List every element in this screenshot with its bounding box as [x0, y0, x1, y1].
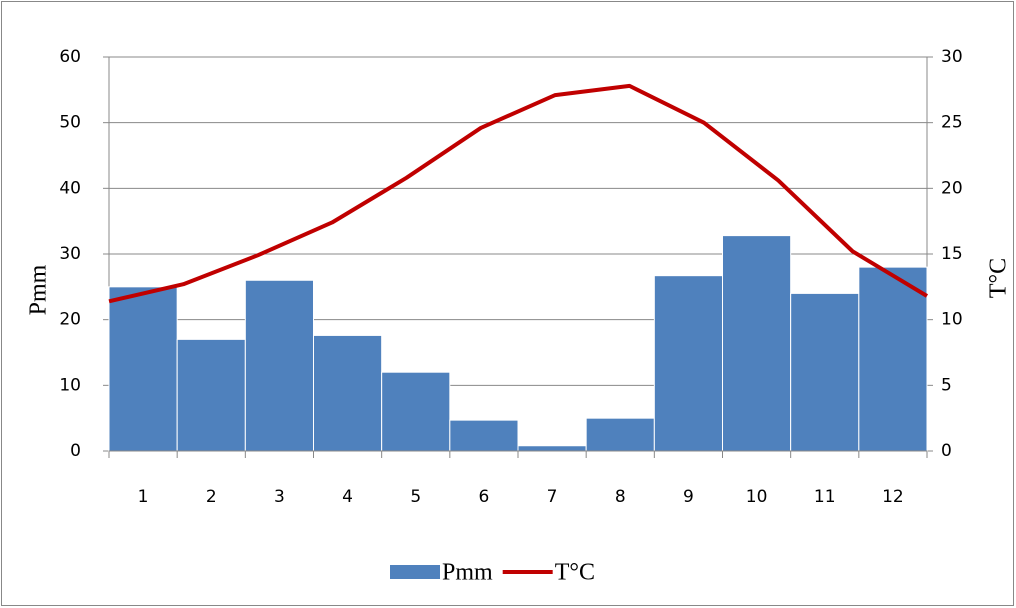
- bar: [858, 266, 928, 452]
- bar: [585, 417, 655, 452]
- x-tick-label: 8: [615, 487, 626, 507]
- bar: [176, 338, 246, 452]
- y-tick-label: 10: [59, 375, 81, 395]
- bar: [108, 286, 178, 452]
- x-tick-label: 11: [814, 487, 836, 507]
- bar: [653, 275, 723, 452]
- y-axis-title: Pmm: [26, 264, 52, 315]
- line: [108, 83, 929, 304]
- x-tick-label: 9: [683, 487, 694, 507]
- y-tick-label: 50: [59, 113, 81, 133]
- y-tick-label: 20: [59, 310, 81, 330]
- bar: [790, 292, 860, 452]
- legend-label: T°C: [555, 560, 595, 586]
- y-tick-label: 0: [70, 441, 81, 461]
- x-tick-label: 12: [882, 487, 904, 507]
- x-tick-label: 10: [746, 487, 768, 507]
- y2-tick-label: 10: [941, 310, 963, 330]
- legend-label: Pmm: [442, 560, 493, 586]
- x-tick-label: 7: [547, 487, 558, 507]
- y2-tick-label: 5: [941, 375, 952, 395]
- x-tick-label: 6: [479, 487, 490, 507]
- bar: [722, 235, 792, 452]
- x-tick-label: 4: [342, 487, 353, 507]
- y2-tick-label: 15: [941, 244, 963, 264]
- x-tick-label: 2: [206, 487, 217, 507]
- bar: [449, 419, 519, 452]
- bar: [244, 279, 314, 452]
- y-tick-label: 60: [59, 47, 81, 67]
- legend-swatch: [390, 565, 440, 579]
- y2-tick-label: 25: [941, 113, 963, 133]
- x-tick-label: 5: [410, 487, 421, 507]
- x-tick-label: 1: [138, 487, 149, 507]
- y2-tick-label: 0: [941, 441, 952, 461]
- y-tick-label: 30: [59, 244, 81, 264]
- bar: [517, 445, 587, 452]
- bar: [313, 334, 383, 452]
- y2-axis-title: T°C: [986, 258, 1012, 298]
- bar: [381, 371, 451, 452]
- y-tick-label: 40: [59, 178, 81, 198]
- y2-tick-label: 20: [941, 178, 963, 198]
- x-tick-label: 3: [274, 487, 285, 507]
- y2-tick-label: 30: [941, 47, 963, 67]
